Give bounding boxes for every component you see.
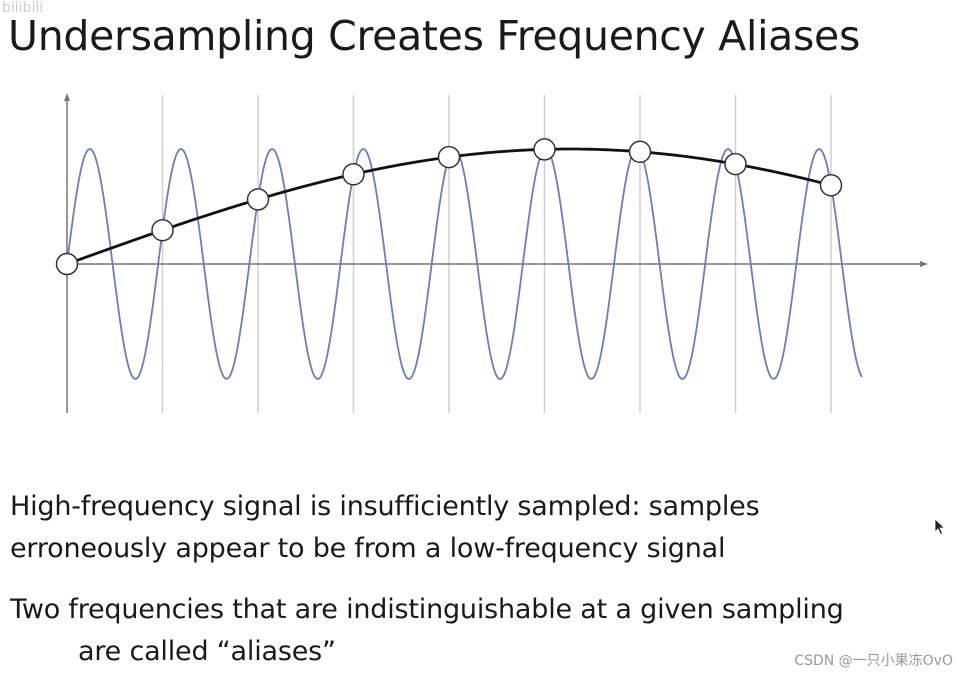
aliasing-diagram — [55, 93, 928, 413]
y-axis-arrow-icon — [64, 93, 70, 101]
paragraph-1-line-1: High-frequency signal is insufficiently … — [10, 491, 760, 522]
paragraph-1-line-2: erroneously appear to be from a low-freq… — [10, 533, 726, 564]
corner-logo: bilibili — [2, 0, 44, 16]
high-frequency-signal — [66, 148, 863, 380]
sample-point — [533, 138, 556, 161]
sample-point — [246, 188, 270, 211]
watermark: CSDN @一只小果冻OvO — [794, 653, 953, 669]
sample-point — [437, 145, 461, 169]
paragraph-aliases: Two frequencies that are indistinguishab… — [10, 589, 844, 673]
sample-point — [151, 218, 174, 242]
sample-point — [628, 140, 652, 164]
sample-point — [55, 252, 79, 276]
paragraph-undersampling: High-frequency signal is insufficiently … — [10, 486, 760, 570]
paragraph-2-line-2: are called “aliases” — [78, 636, 336, 667]
sample-point — [342, 163, 365, 186]
x-axis-arrow-icon — [920, 261, 928, 267]
sample-gridlines — [161, 95, 832, 413]
sample-point — [724, 152, 747, 176]
sample-markers — [55, 138, 843, 276]
sample-point — [819, 174, 843, 197]
mouse-pointer-icon — [934, 518, 946, 536]
slide-title: Undersampling Creates Frequency Aliases — [8, 12, 861, 60]
paragraph-2-line-1: Two frequencies that are indistinguishab… — [10, 594, 844, 625]
